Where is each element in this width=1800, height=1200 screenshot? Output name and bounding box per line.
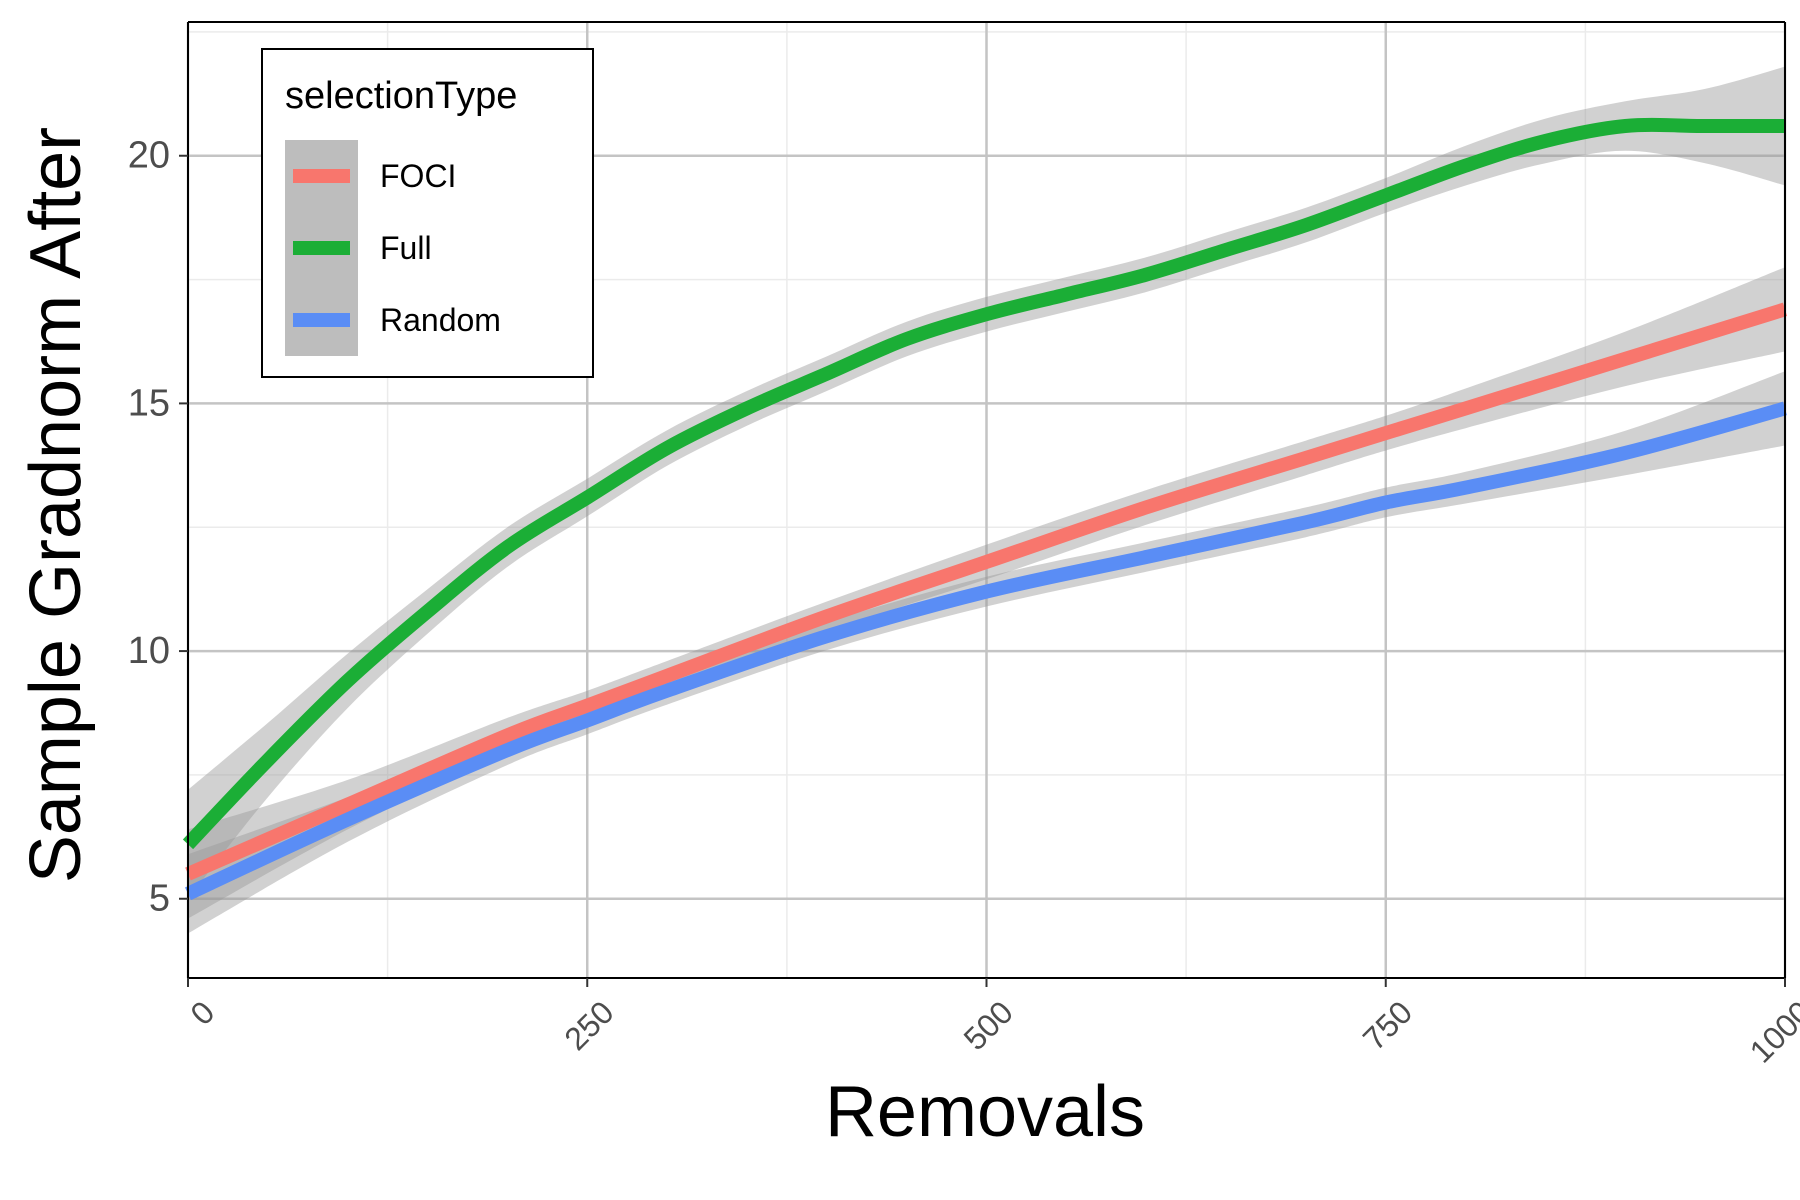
x-tick-label: 1000	[1743, 994, 1800, 1070]
y-tick-label: 10	[128, 630, 170, 672]
y-axis-title: Sample Gradnorm After	[16, 127, 96, 883]
x-axis-title: Removals	[825, 1072, 1145, 1152]
axes	[179, 21, 1786, 987]
series-line-random	[185, 401, 1787, 901]
ribbon-full	[188, 66, 1785, 899]
legend-label-foci: FOCI	[380, 158, 456, 194]
legend: selectionType FOCI Full Random	[261, 48, 594, 378]
series-line-full	[182, 117, 1785, 850]
legend-label-random: Random	[380, 302, 501, 338]
y-tick-label: 15	[128, 382, 170, 424]
legend-keys: FOCI Full Random	[285, 140, 501, 356]
y-tick-labels: 5 10 15 20	[128, 135, 170, 920]
y-tick-label: 5	[149, 878, 170, 920]
legend-label-full: Full	[380, 230, 432, 266]
legend-title: selectionType	[285, 75, 517, 117]
y-tick-label: 20	[128, 135, 170, 177]
ribbon-random	[188, 371, 1785, 934]
x-tick-label: 0	[183, 994, 221, 1032]
x-tick-label: 250	[557, 994, 620, 1057]
x-tick-label: 750	[1356, 994, 1419, 1057]
x-tick-labels: 0 250 500 750 1000	[183, 994, 1800, 1070]
x-tick-label: 500	[957, 994, 1020, 1057]
series-line-foci	[185, 302, 1788, 881]
series-lines	[182, 117, 1788, 901]
